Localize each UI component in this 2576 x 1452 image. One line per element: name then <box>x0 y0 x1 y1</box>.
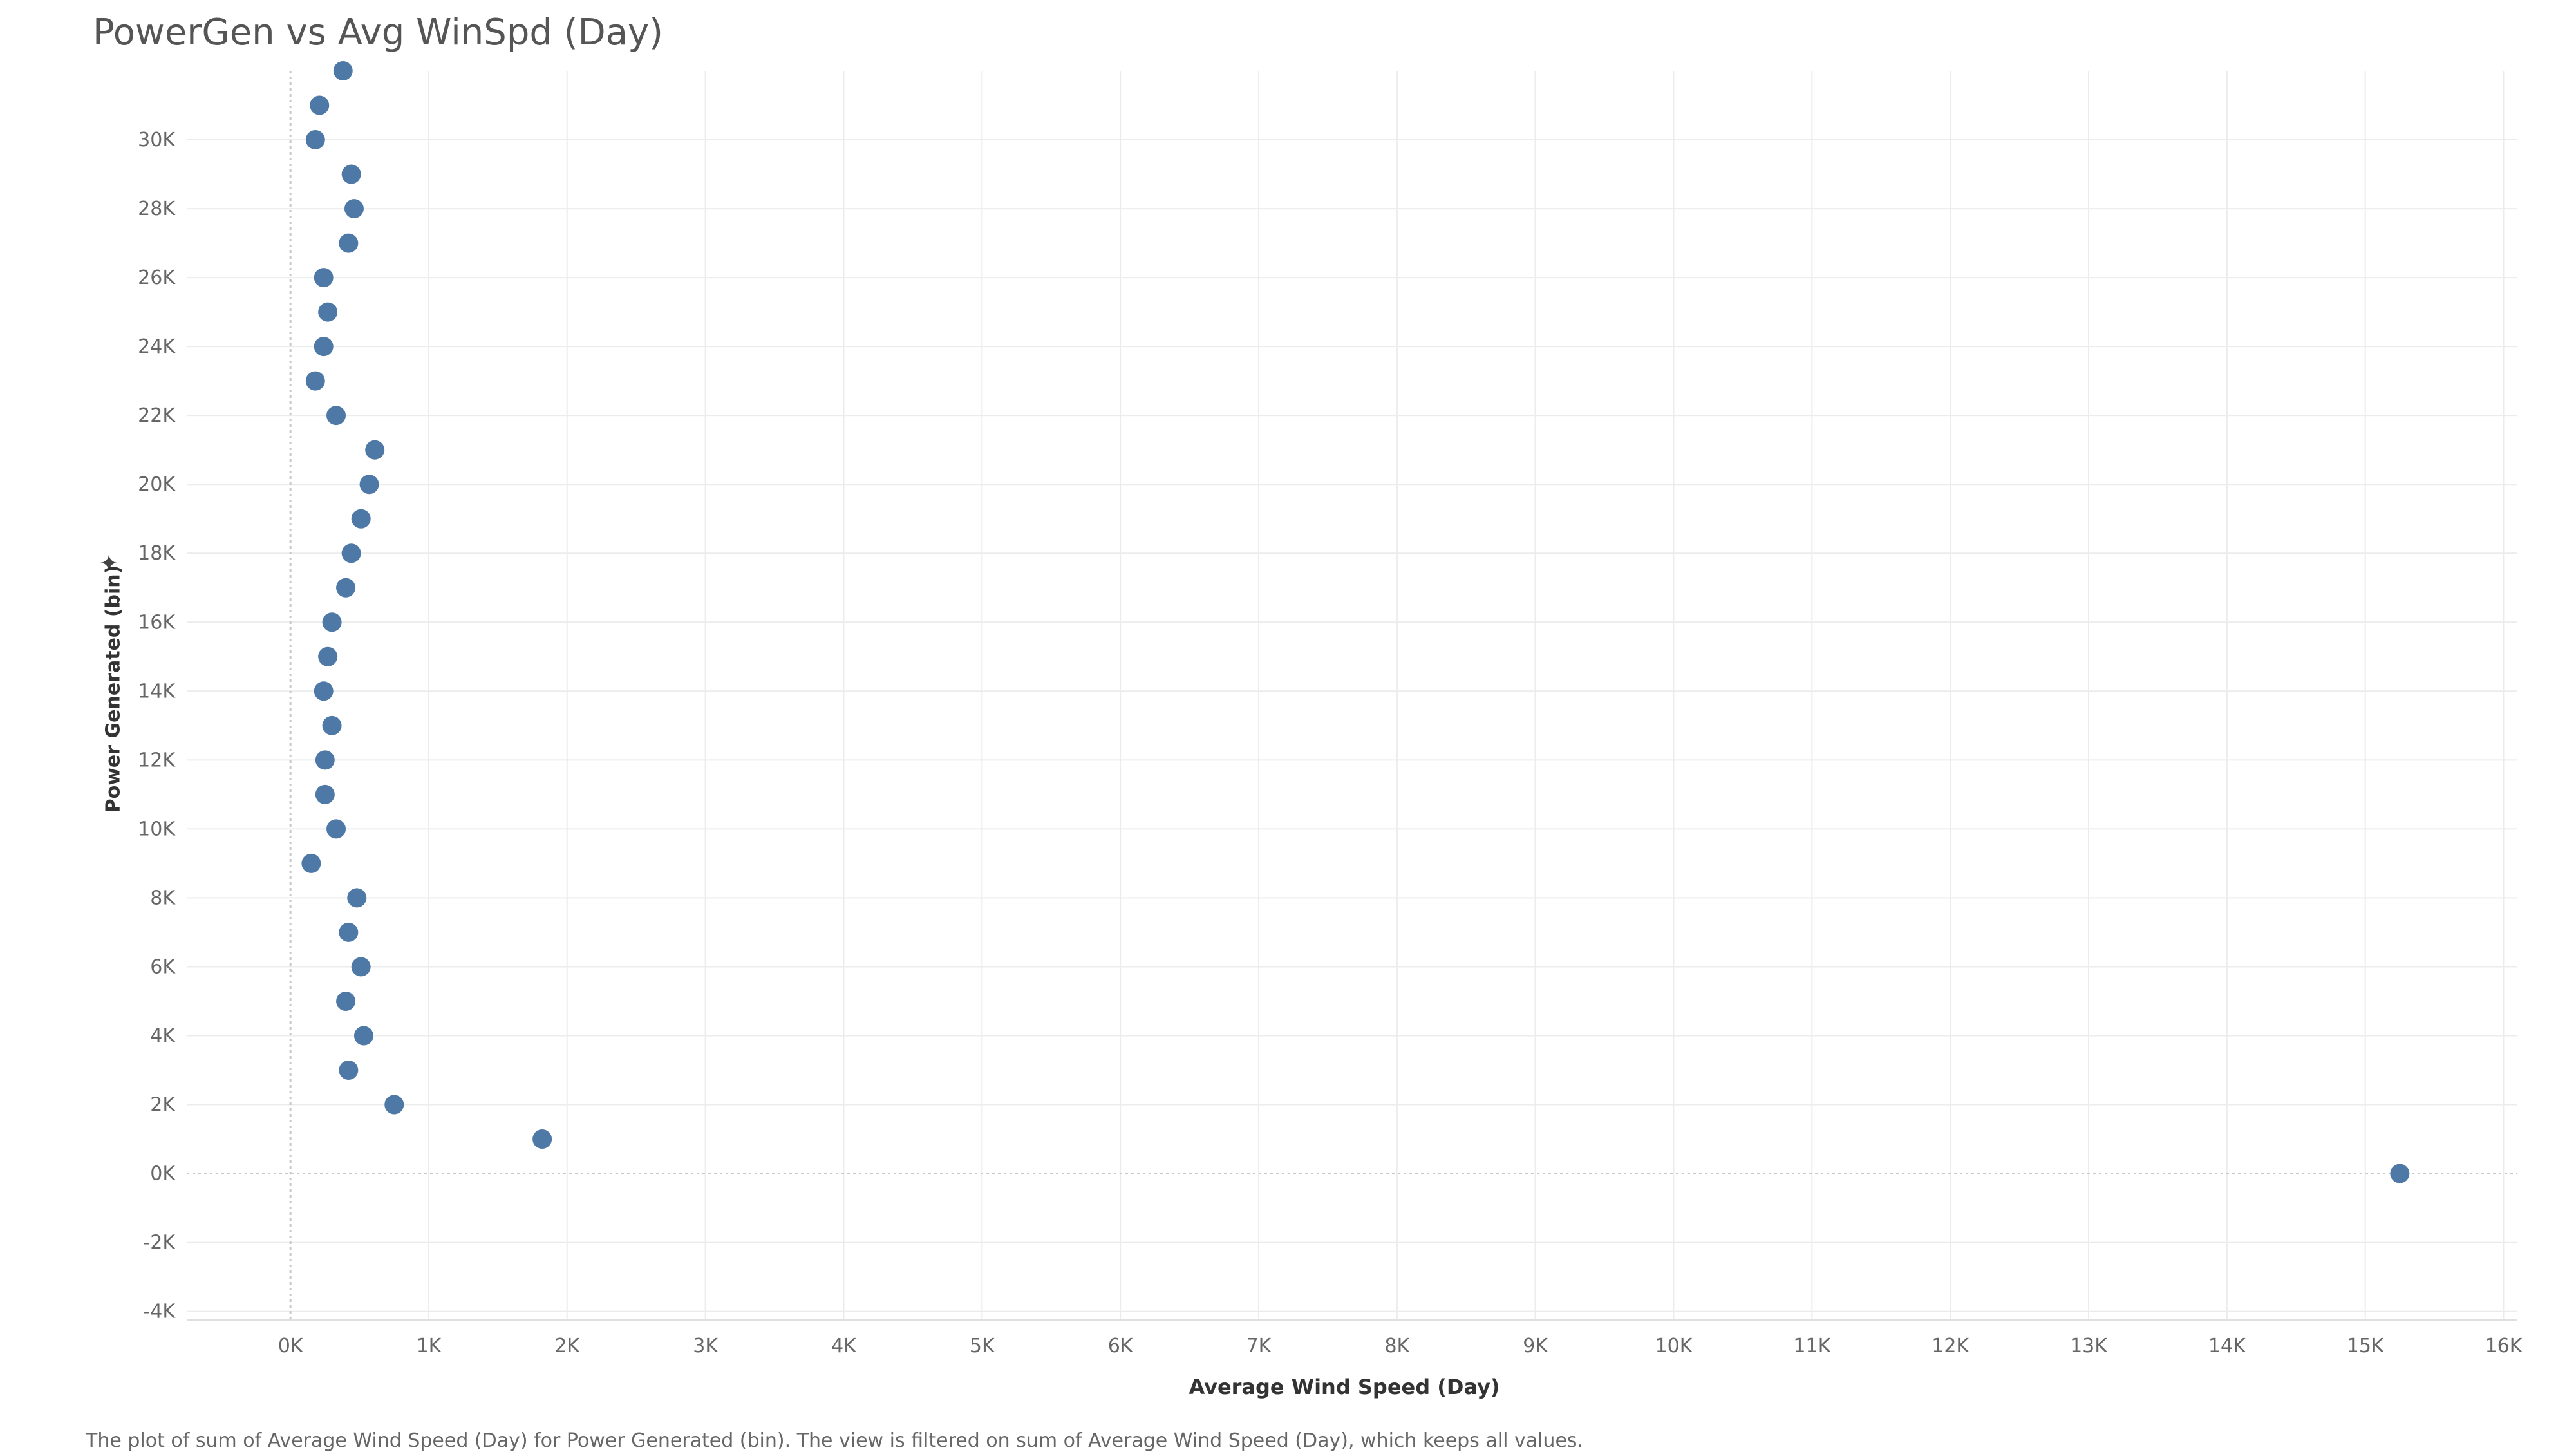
y-tick-label: 28K <box>138 198 176 220</box>
x-tick-label: 14K <box>2208 1335 2246 1357</box>
x-tick-label: 9K <box>1523 1335 1548 1357</box>
y-tick-label: 30K <box>138 129 176 151</box>
data-point <box>318 646 338 666</box>
y-tick-label: 6K <box>150 956 176 978</box>
data-point <box>314 337 334 357</box>
data-point <box>339 233 359 253</box>
x-tick-label: 4K <box>831 1335 857 1357</box>
data-point <box>351 957 371 977</box>
data-point <box>341 543 361 563</box>
data-point <box>315 784 335 804</box>
y-tick-label: 22K <box>138 404 176 427</box>
y-axis-title[interactable]: Power Generated (bin) <box>102 565 125 813</box>
y-tick-label: -2K <box>143 1232 176 1254</box>
y-tick-label: 18K <box>138 542 176 565</box>
data-point <box>326 819 346 839</box>
chart-title: PowerGen vs Avg WinSpd (Day) <box>93 12 663 53</box>
data-point <box>384 1095 404 1115</box>
x-tick-label: 13K <box>2070 1335 2108 1357</box>
data-point <box>347 888 367 908</box>
y-tick-label: 0K <box>150 1163 176 1185</box>
x-tick-label: 7K <box>1246 1335 1272 1357</box>
data-point <box>326 406 346 426</box>
y-tick-label: 20K <box>138 473 176 496</box>
data-point <box>315 750 335 770</box>
x-tick-label: 16K <box>2485 1335 2523 1357</box>
x-tick-label: 3K <box>693 1335 719 1357</box>
data-point <box>310 95 330 115</box>
data-point <box>532 1129 552 1149</box>
y-tick-label: 14K <box>138 680 176 702</box>
data-point <box>322 612 342 632</box>
data-points <box>301 61 2410 1183</box>
data-point <box>314 268 334 288</box>
caption: The plot of sum of Average Wind Speed (D… <box>86 1429 1584 1452</box>
data-point <box>2390 1164 2410 1183</box>
data-point <box>333 61 353 80</box>
y-tick-label: 8K <box>150 887 176 909</box>
y-tick-label: 4K <box>150 1024 176 1047</box>
y-tick-label: 2K <box>150 1094 176 1117</box>
data-point <box>365 440 385 460</box>
x-axis-title[interactable]: Average Wind Speed (Day) <box>1189 1375 1500 1399</box>
y-axis-ticks: -4K -2K 0K 2K 4K 6K 8K 10K 12K 14K 16K 18K 20K 22K 24K… <box>138 129 176 1323</box>
data-point <box>351 509 371 529</box>
y-tick-label: 26K <box>138 267 176 289</box>
data-point <box>301 853 321 873</box>
data-point <box>339 1061 359 1080</box>
data-point <box>322 715 342 735</box>
y-tick-label: 10K <box>138 818 176 840</box>
data-point <box>341 164 361 184</box>
x-tick-label: 1K <box>417 1335 442 1357</box>
y-tick-label: -4K <box>143 1301 176 1323</box>
x-tick-label: 5K <box>970 1335 995 1357</box>
data-point <box>359 475 379 495</box>
axes <box>187 71 2517 1321</box>
data-point <box>336 991 356 1011</box>
y-tick-label: 24K <box>138 335 176 358</box>
data-point <box>305 371 325 391</box>
data-point <box>318 302 338 322</box>
y-tick-label: 12K <box>138 749 176 771</box>
x-tick-label: 0K <box>278 1335 304 1357</box>
data-point <box>339 922 359 942</box>
data-point <box>336 578 356 598</box>
x-tick-label: 10K <box>1655 1335 1693 1357</box>
data-point <box>305 130 325 150</box>
x-axis-ticks: 0K 1K 2K 3K 4K 5K 6K 7K 8K 9K 10K 11K 12K 13K 14K 15K 16… <box>278 1335 2523 1357</box>
data-point <box>344 199 364 219</box>
x-tick-label: 11K <box>1793 1335 1831 1357</box>
x-tick-label: 8K <box>1384 1335 1410 1357</box>
pin-icon[interactable]: ✦ <box>99 551 119 577</box>
x-tick-label: 2K <box>554 1335 580 1357</box>
x-tick-label: 15K <box>2347 1335 2385 1357</box>
data-point <box>353 1026 373 1046</box>
y-tick-label: 16K <box>138 611 176 634</box>
x-tick-label: 12K <box>1932 1335 1970 1357</box>
x-tick-label: 6K <box>1108 1335 1134 1357</box>
data-point <box>314 681 334 701</box>
gridlines <box>187 71 2517 1320</box>
